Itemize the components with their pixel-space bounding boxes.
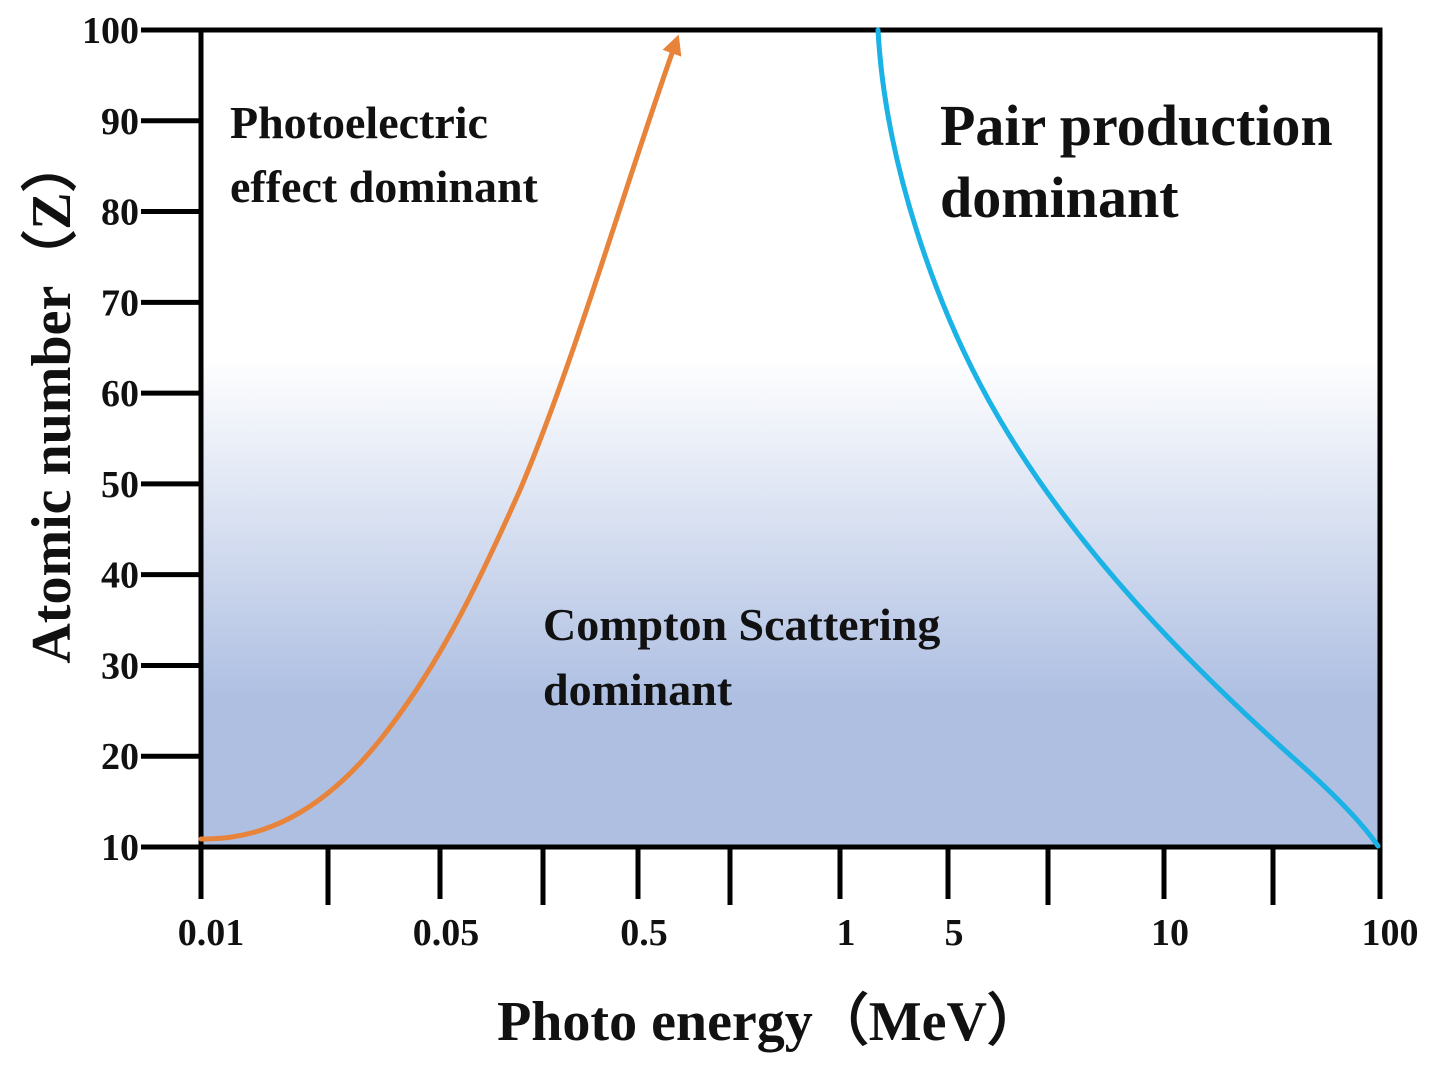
x-axis-ticks: 0.01 0.05 0.5 1 5 10 100 (178, 847, 1419, 954)
x-tick-label: 0.5 (620, 912, 668, 954)
label-compton: Compton Scattering (543, 599, 940, 650)
x-tick-label: 10 (1151, 912, 1189, 954)
label-compton: dominant (543, 664, 733, 715)
label-photoelectric: effect dominant (230, 161, 539, 212)
y-axis-title: Atomic number（Z） (20, 136, 83, 663)
pair-production-boundary-line (875, 27, 1381, 849)
y-tick-label: 90 (101, 101, 139, 143)
y-tick-label: 60 (101, 373, 139, 415)
x-tick-label: 100 (1362, 912, 1419, 954)
label-pair-production: dominant (940, 165, 1179, 230)
y-tick-label: 100 (82, 10, 139, 52)
plot-frame (198, 27, 1383, 850)
y-tick-label: 50 (101, 464, 139, 506)
label-pair-production: Pair production (940, 93, 1333, 158)
y-tick-label: 80 (101, 192, 139, 234)
label-photoelectric: Photoelectric (230, 97, 488, 148)
y-tick-label: 20 (101, 736, 139, 778)
y-tick-label: 30 (101, 645, 139, 687)
x-tick-label: 1 (837, 912, 856, 954)
x-axis-title: Photo energy（MeV） (497, 990, 1043, 1053)
y-tick-label: 40 (101, 555, 139, 597)
x-tick-label: 0.01 (178, 912, 245, 954)
y-tick-label: 10 (101, 827, 139, 869)
y-tick-label: 70 (101, 282, 139, 324)
y-axis-ticks: 10 20 30 40 50 60 70 80 90 100 (82, 10, 201, 869)
photoelectric-boundary-line (198, 34, 682, 842)
plot-area (201, 30, 1380, 847)
x-tick-label: 0.05 (413, 912, 480, 954)
x-tick-label: 5 (945, 912, 964, 954)
